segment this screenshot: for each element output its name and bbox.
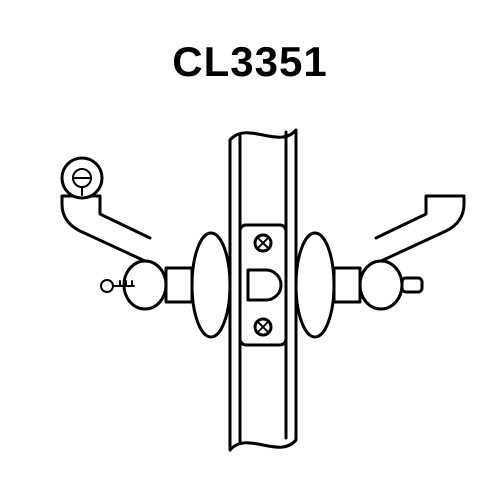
diagram-container: CL3351: [0, 0, 500, 500]
lock-diagram: [0, 0, 500, 500]
